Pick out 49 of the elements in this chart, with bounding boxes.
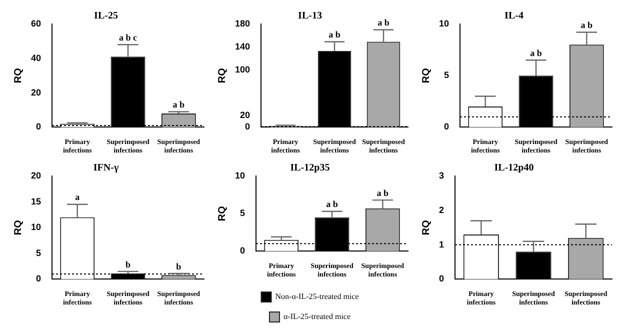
y-axis-title: RQ	[420, 220, 432, 236]
data-label: a b	[172, 100, 185, 110]
y-axis-title: RQ	[420, 68, 432, 84]
y-tick-label: 10	[234, 170, 246, 180]
y-tick-label: 10	[30, 222, 42, 232]
y-tick-label: 20	[240, 110, 250, 120]
chart-title: IL-13	[298, 10, 322, 22]
y-axis-title: RQ	[216, 206, 228, 222]
y-tick-label: 40	[30, 52, 42, 63]
y-tick-label: 180	[234, 18, 250, 28]
legend-label: Non-α-IL-25-treated mice	[275, 292, 360, 302]
chart-title: IL-12p35	[290, 162, 330, 174]
y-tick-label: 60	[30, 18, 42, 28]
y-tick-label: 10	[438, 18, 450, 28]
y-axis-title: RQ	[12, 220, 24, 236]
y-tick-label: 0	[444, 122, 450, 132]
data-label: b	[126, 259, 131, 270]
y-tick-label: 0	[438, 274, 444, 284]
y-axis-title: RQ	[12, 68, 24, 84]
data-label: a b	[328, 30, 340, 40]
y-tick-label: 1	[438, 239, 444, 250]
y-tick-label: 5	[36, 248, 42, 258]
chart-title: IFN-γ	[93, 162, 119, 174]
y-tick-label: 0	[240, 246, 246, 256]
y-tick-label: 15	[30, 196, 42, 206]
data-label: a	[75, 192, 80, 202]
chart-title: IL-25	[94, 10, 118, 22]
data-label: a b	[376, 188, 389, 198]
data-label: a b	[326, 199, 338, 210]
data-label: a b	[378, 18, 390, 28]
chart-title: IL-4	[504, 10, 524, 22]
legend-label: α-IL-25-treated mice	[283, 312, 351, 322]
data-label: a b	[530, 48, 542, 58]
y-tick-label: 5	[444, 70, 450, 80]
y-tick-label: 20	[30, 87, 42, 98]
y-tick-label: 0	[36, 122, 42, 132]
data-label: b	[176, 261, 182, 272]
y-tick-label: 20	[30, 170, 42, 180]
y-tick-label: 3	[438, 170, 444, 180]
data-label: a b	[580, 20, 593, 30]
y-tick-label: 0	[245, 122, 250, 132]
y-tick-label: 0	[36, 274, 42, 284]
y-axis-title: RQ	[216, 68, 228, 84]
y-tick-label: 140	[234, 41, 250, 52]
y-tick-label: 2	[438, 204, 444, 215]
y-tick-label: 5	[240, 208, 246, 218]
data-label: a b c	[119, 32, 138, 42]
chart-title: IL-12p40	[494, 162, 534, 174]
y-tick-label: 100	[234, 64, 250, 74]
